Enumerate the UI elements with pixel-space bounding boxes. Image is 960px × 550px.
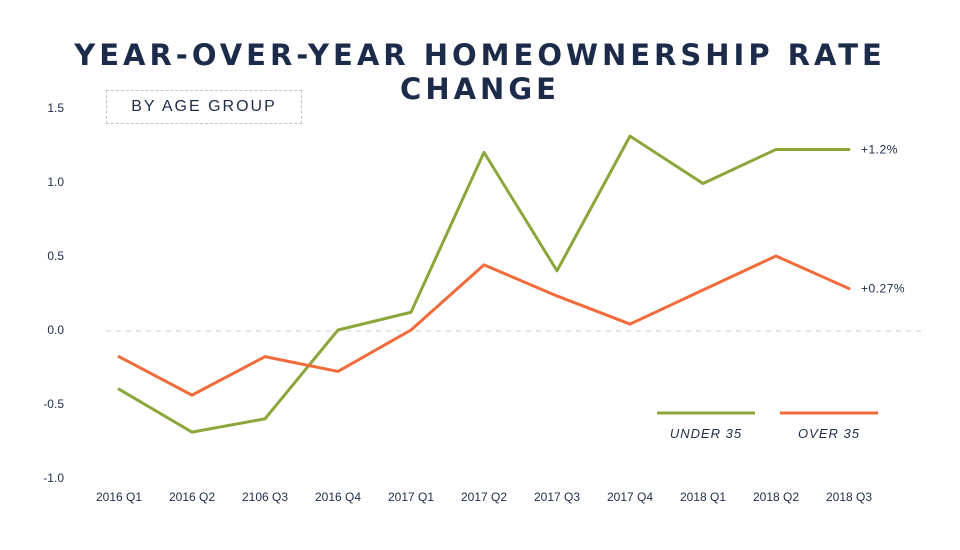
y-tick-label: 1.5: [47, 101, 64, 115]
series-line-under-35: [117, 134, 851, 434]
end-labels: +1.2% +0.27%: [861, 142, 905, 295]
chart-subtitle: BY AGE GROUP: [106, 90, 302, 124]
x-tick-label: 2018 Q3: [826, 490, 872, 504]
x-tick-label: 2016 Q1: [96, 490, 142, 504]
y-tick-label: 0.5: [47, 249, 64, 263]
y-tick-label: 1.0: [47, 175, 64, 189]
legend-label-over-35: OVER 35: [798, 426, 860, 441]
end-label-over-35: +0.27%: [861, 282, 905, 296]
series-lines: [117, 134, 851, 434]
series-line-over-35: [117, 254, 851, 397]
legend: UNDER 35 OVER 35: [657, 411, 878, 441]
end-label-under-35: +1.2%: [861, 142, 898, 156]
y-tick-label: 0.0: [47, 323, 64, 337]
y-tick-label: -0.5: [43, 397, 64, 411]
legend-label-under-35: UNDER 35: [670, 426, 742, 441]
x-tick-label: 2016 Q4: [315, 490, 361, 504]
chart-title: YEAR-OVER-YEAR HOMEOWNERSHIP RATE CHANGE: [74, 38, 886, 106]
x-tick-label: 2106 Q3: [242, 490, 288, 504]
x-tick-label: 2016 Q2: [169, 490, 215, 504]
x-tick-label: 2017 Q4: [607, 490, 653, 504]
x-axis: 2016 Q1 2016 Q2 2106 Q3 2016 Q4 2017 Q1 2017 …: [96, 490, 872, 504]
x-tick-label: 2018 Q2: [753, 490, 799, 504]
x-tick-label: 2017 Q3: [534, 490, 580, 504]
y-tick-label: -1.0: [43, 471, 64, 485]
x-tick-label: 2017 Q1: [388, 490, 434, 504]
x-tick-label: 2017 Q2: [461, 490, 507, 504]
x-tick-label: 2018 Q1: [680, 490, 726, 504]
y-axis: 1.5 1.0 0.5 0.0 -0.5 -1.0: [43, 101, 64, 485]
